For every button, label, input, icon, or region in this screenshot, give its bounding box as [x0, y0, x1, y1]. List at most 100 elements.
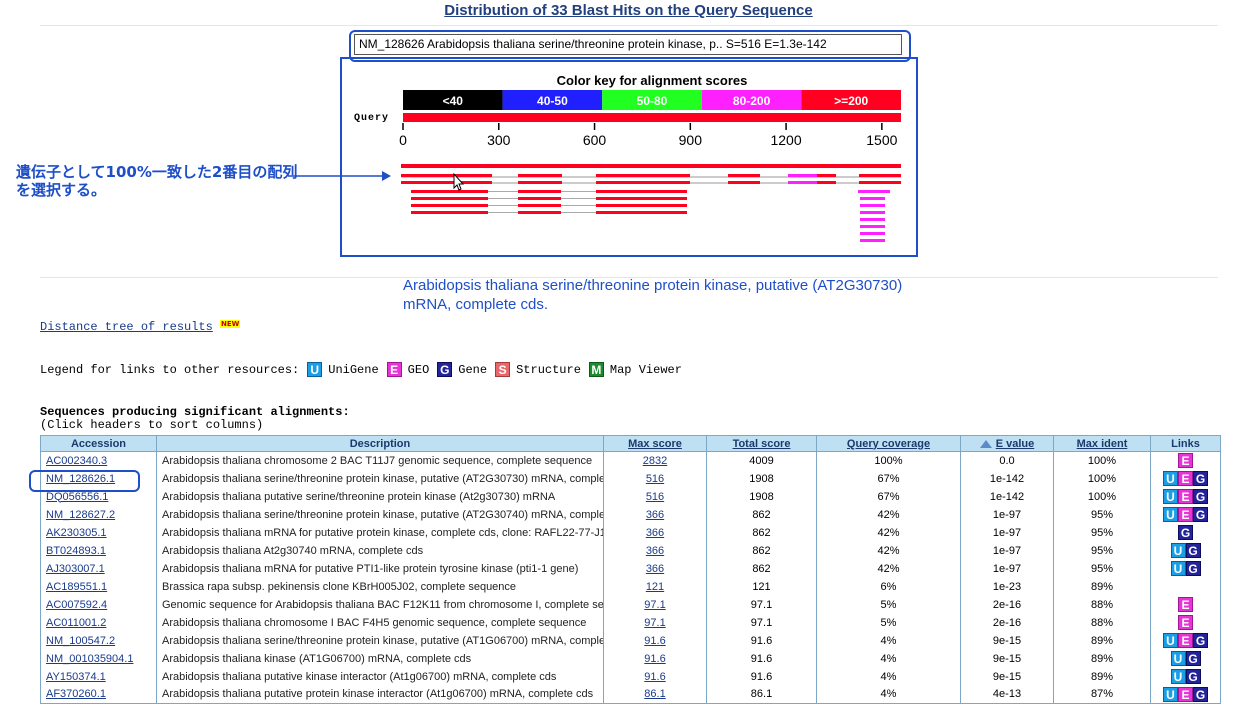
hit-segment[interactable] — [411, 204, 488, 207]
gene-link-icon[interactable]: G — [1193, 686, 1208, 702]
col-query-coverage[interactable]: Query coverage — [816, 435, 961, 452]
hit-segment[interactable] — [596, 181, 690, 184]
hit-segment[interactable] — [860, 239, 885, 242]
accession-link[interactable]: AC002340.3 — [40, 451, 157, 470]
unigene-link-icon[interactable]: U — [1170, 543, 1186, 558]
col-e-value[interactable]: E value — [960, 435, 1054, 452]
hit-segment[interactable] — [860, 218, 885, 221]
geo-link-icon[interactable]: E — [1178, 471, 1193, 486]
distance-tree-link[interactable]: Distance tree of results — [40, 320, 213, 334]
accession-link[interactable]: AK230305.1 — [40, 523, 157, 542]
accession-link[interactable]: NM_128627.2 — [40, 505, 157, 524]
accession-link[interactable]: AJ303007.1 — [40, 559, 157, 578]
accession-link[interactable]: NM_128626.1 — [40, 469, 157, 488]
hit-segment[interactable] — [596, 211, 687, 214]
accession-link[interactable]: NM_001035904.1 — [40, 649, 157, 668]
hit-segment[interactable] — [518, 197, 561, 200]
hit-segment[interactable] — [860, 225, 885, 228]
unigene-link-icon[interactable]: U — [1163, 633, 1178, 648]
gene-link-icon[interactable]: G — [1185, 561, 1201, 576]
gene-link-icon[interactable]: G — [1193, 633, 1208, 648]
max-score-link[interactable]: 97.1 — [644, 598, 666, 611]
geo-link-icon[interactable]: E — [1178, 633, 1193, 648]
unigene-link-icon[interactable]: U — [1170, 561, 1186, 576]
gene-link-icon[interactable]: G — [1185, 651, 1201, 666]
unigene-link-icon[interactable]: U — [1163, 507, 1178, 522]
gene-link-icon[interactable]: G — [1193, 489, 1208, 504]
gene-link-icon[interactable]: G — [1185, 543, 1201, 558]
max-score-link[interactable]: 366 — [645, 562, 665, 575]
hit-segment[interactable] — [596, 190, 687, 193]
col-max-ident[interactable]: Max ident — [1053, 435, 1151, 452]
hit-bar[interactable] — [401, 164, 901, 168]
hit-segment[interactable] — [596, 174, 690, 177]
hit-segment[interactable] — [858, 190, 890, 193]
hit-segment[interactable] — [788, 181, 817, 184]
accession-link[interactable]: AY150374.1 — [40, 667, 157, 686]
gene-link-icon[interactable]: G — [1178, 525, 1193, 540]
hit-segment[interactable] — [860, 197, 885, 200]
unigene-link-icon[interactable]: U — [1163, 471, 1178, 486]
unigene-link-icon[interactable]: U — [1163, 686, 1178, 702]
max-score-link[interactable]: 366 — [645, 526, 665, 539]
max-score-link[interactable]: 97.1 — [644, 616, 666, 629]
hit-segment[interactable] — [860, 204, 885, 207]
accession-link[interactable]: DQ056556.1 — [40, 487, 157, 506]
col-max-score[interactable]: Max score — [603, 435, 707, 452]
max-score-link[interactable]: 91.6 — [644, 634, 666, 647]
max-score-link[interactable]: 516 — [645, 490, 665, 503]
hit-segment[interactable] — [596, 204, 687, 207]
col-total-score[interactable]: Total score — [706, 435, 817, 452]
unigene-link-icon[interactable]: U — [1170, 651, 1186, 666]
gene-link-icon[interactable]: G — [1193, 507, 1208, 522]
max-score-link[interactable]: 516 — [645, 472, 665, 485]
col-description[interactable]: Description — [156, 435, 604, 452]
geo-link-icon[interactable]: E — [1178, 686, 1193, 702]
hit-segment[interactable] — [728, 181, 760, 184]
hit-segment[interactable] — [411, 190, 488, 193]
hit-segment[interactable] — [804, 181, 836, 184]
hit-segment[interactable] — [859, 174, 901, 177]
hit-segment[interactable] — [518, 211, 561, 214]
hit-segment[interactable] — [518, 190, 561, 193]
hit-segment[interactable] — [401, 174, 492, 177]
geo-link-icon[interactable]: E — [1178, 507, 1193, 522]
max-score-link[interactable]: 2832 — [642, 454, 668, 467]
accession-link[interactable]: AC189551.1 — [40, 577, 157, 596]
hit-segment[interactable] — [860, 211, 885, 214]
hit-segment[interactable] — [804, 174, 836, 177]
hit-segment[interactable] — [518, 204, 561, 207]
hit-segment[interactable] — [596, 197, 687, 200]
hit-segment[interactable] — [788, 174, 817, 177]
max-score-link[interactable]: 366 — [645, 544, 665, 557]
unigene-link-icon[interactable]: U — [1163, 489, 1178, 504]
hit-segment[interactable] — [411, 211, 488, 214]
geo-link-icon[interactable]: E — [1178, 453, 1193, 469]
accession-link[interactable]: NM_100547.2 — [40, 631, 157, 650]
max-score-link[interactable]: 91.6 — [644, 652, 666, 665]
alignment-graphic[interactable]: Color key for alignment scores <40 40-50 50… — [340, 57, 918, 257]
max-score-link[interactable]: 86.1 — [644, 688, 666, 701]
hit-segment[interactable] — [859, 181, 901, 184]
gene-link-icon[interactable]: G — [1185, 669, 1201, 684]
hit-segment[interactable] — [728, 174, 760, 177]
hit-segment[interactable] — [401, 181, 492, 184]
gene-link-icon[interactable]: G — [1193, 471, 1208, 486]
geo-link-icon[interactable]: E — [1178, 597, 1193, 612]
accession-link[interactable]: AC007592.4 — [40, 595, 157, 614]
accession-link[interactable]: AF370260.1 — [40, 685, 157, 704]
max-score-link[interactable]: 121 — [645, 580, 665, 593]
hit-segment[interactable] — [518, 174, 562, 177]
max-score-link[interactable]: 366 — [645, 508, 665, 521]
col-accession[interactable]: Accession — [40, 435, 157, 452]
page-title[interactable]: Distribution of 33 Blast Hits on the Que… — [444, 2, 813, 19]
geo-link-icon[interactable]: E — [1178, 489, 1193, 504]
accession-link[interactable]: AC011001.2 — [40, 613, 157, 632]
unigene-link-icon[interactable]: U — [1170, 669, 1186, 684]
max-score-link[interactable]: 91.6 — [644, 670, 666, 683]
hit-segment[interactable] — [411, 197, 488, 200]
hit-segment[interactable] — [860, 232, 885, 235]
accession-link[interactable]: BT024893.1 — [40, 541, 157, 560]
hit-segment[interactable] — [518, 181, 562, 184]
geo-link-icon[interactable]: E — [1178, 615, 1193, 630]
